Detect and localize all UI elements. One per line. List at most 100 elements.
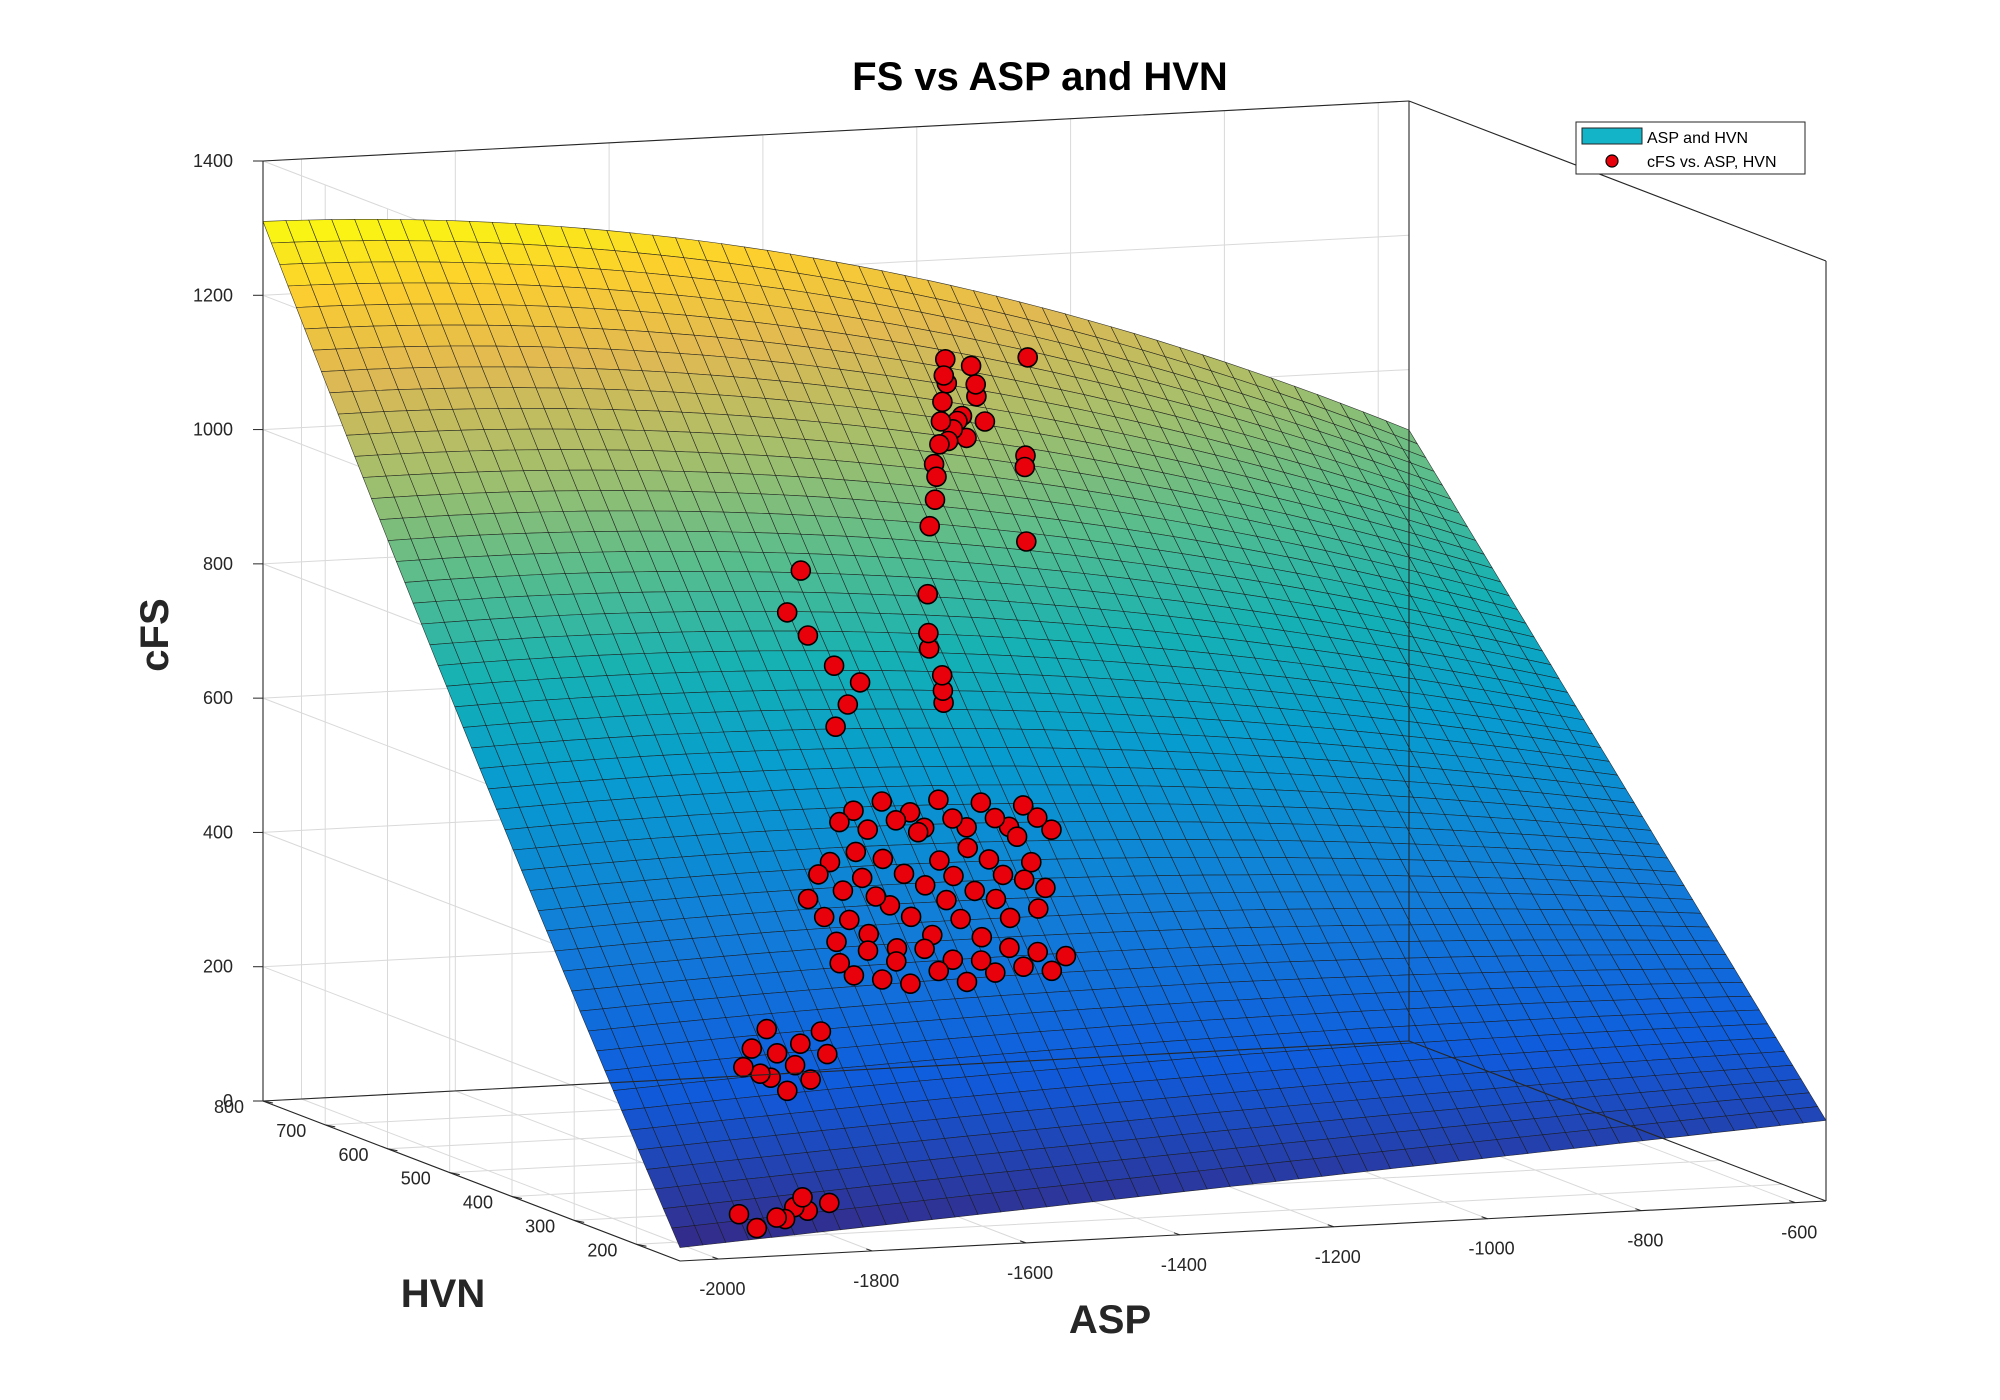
- data-point: [1016, 531, 1037, 552]
- data-point: [885, 951, 907, 972]
- data-point: [930, 411, 952, 432]
- data-point: [1013, 956, 1034, 978]
- data-point: [818, 1192, 840, 1214]
- data-point: [992, 864, 1014, 886]
- data-point: [843, 965, 865, 986]
- x-tick-label: -1400: [1161, 1255, 1207, 1275]
- data-point: [829, 952, 851, 974]
- data-point: [829, 811, 850, 833]
- chart-title: FS vs ASP and HVN: [852, 55, 1228, 99]
- data-point: [813, 906, 835, 928]
- y-tick-mark: [511, 1196, 523, 1200]
- data-point: [970, 792, 992, 813]
- data-point: [928, 789, 949, 811]
- data-point: [931, 664, 953, 686]
- z-tick-label: 0: [223, 1091, 233, 1111]
- data-point: [1017, 347, 1038, 368]
- data-point: [943, 865, 964, 887]
- y-tick-mark: [325, 1124, 336, 1128]
- data-point: [932, 391, 953, 413]
- data-point: [960, 355, 982, 377]
- data-point: [792, 1187, 813, 1208]
- data-point: [950, 908, 971, 930]
- x-axis-title: ASP: [1069, 1298, 1151, 1342]
- data-point: [919, 515, 941, 537]
- data-point: [851, 867, 873, 889]
- x-tick-label: -1000: [1469, 1239, 1515, 1259]
- z-axis-title: cFS: [133, 598, 177, 671]
- data-point: [1021, 851, 1042, 873]
- x-tick-label: -600: [1781, 1223, 1817, 1243]
- y-axis-line: [262, 1100, 681, 1262]
- tick-labels: -2000 -1800 -1600 -1400 -1200 -1000 -800 -600 20…: [193, 151, 1817, 1299]
- data-point: [871, 791, 893, 812]
- data-point: [766, 1043, 788, 1064]
- axis-lines: [262, 100, 1827, 1262]
- data-point: [1014, 456, 1036, 478]
- data-point: [936, 889, 957, 911]
- x-tick-label: -800: [1627, 1231, 1663, 1251]
- legend-label-surface: ASP and HVN: [1647, 130, 1748, 147]
- x-tick-label: -2000: [699, 1279, 745, 1299]
- data-point: [1028, 898, 1049, 919]
- data-point: [926, 466, 947, 488]
- y-tick-label: 700: [276, 1121, 306, 1141]
- data-point: [810, 1021, 832, 1042]
- data-point: [914, 938, 935, 960]
- data-point: [784, 1054, 806, 1076]
- data-point: [974, 411, 996, 432]
- data-point: [956, 971, 978, 993]
- scatter-series: [728, 347, 1077, 1239]
- legend-surface-swatch: [1581, 127, 1643, 145]
- data-point: [1027, 941, 1048, 963]
- data-point: [984, 807, 1006, 829]
- y-tick-label: 600: [338, 1145, 368, 1165]
- z-tick-label: 800: [203, 554, 233, 574]
- data-point: [893, 863, 915, 885]
- x-tick-mark: [1327, 1224, 1334, 1228]
- legend: ASP and HVN cFS vs. ASP, HVN: [1575, 121, 1806, 175]
- data-point: [789, 1033, 811, 1054]
- x-tick-mark: [1019, 1240, 1027, 1244]
- data-point: [957, 837, 979, 859]
- data-point: [914, 874, 936, 896]
- data-point: [823, 655, 845, 677]
- x-tick-mark: [712, 1256, 719, 1260]
- x-tick-mark: [1789, 1200, 1796, 1204]
- right-top-edge: [1408, 100, 1827, 262]
- data-point: [857, 940, 879, 961]
- x-tick-label: -1600: [1007, 1263, 1053, 1283]
- right-floor-edge: [1408, 1040, 1827, 1202]
- data-point: [999, 937, 1020, 959]
- data-point: [1041, 819, 1062, 841]
- data-point: [984, 962, 1006, 983]
- z-tick-label: 1000: [193, 420, 233, 440]
- z-tick-label: 600: [203, 688, 233, 708]
- data-point: [924, 489, 946, 511]
- x-tick-mark: [1635, 1208, 1642, 1212]
- x-tick-mark: [1481, 1216, 1488, 1220]
- data-point: [865, 886, 887, 907]
- z-tick-label: 1400: [193, 151, 233, 171]
- data-point: [808, 864, 829, 885]
- data-point: [1035, 877, 1056, 899]
- data-point: [942, 808, 963, 829]
- data-point: [871, 969, 893, 990]
- data-point: [776, 1080, 798, 1102]
- data-point: [885, 809, 907, 831]
- data-point: [1013, 869, 1035, 891]
- data-point: [825, 716, 846, 738]
- data-point: [1012, 795, 1034, 816]
- data-point: [766, 1207, 788, 1228]
- data-point: [872, 848, 894, 870]
- data-point: [1006, 826, 1028, 848]
- data-point: [1041, 960, 1063, 982]
- data-point: [746, 1217, 768, 1239]
- data-point: [832, 880, 854, 901]
- y-tick-mark: [449, 1172, 460, 1176]
- data-point: [733, 1056, 754, 1078]
- data-point: [797, 625, 819, 646]
- back-top-edge: [262, 100, 1410, 162]
- surface-patch: [1794, 1106, 1827, 1124]
